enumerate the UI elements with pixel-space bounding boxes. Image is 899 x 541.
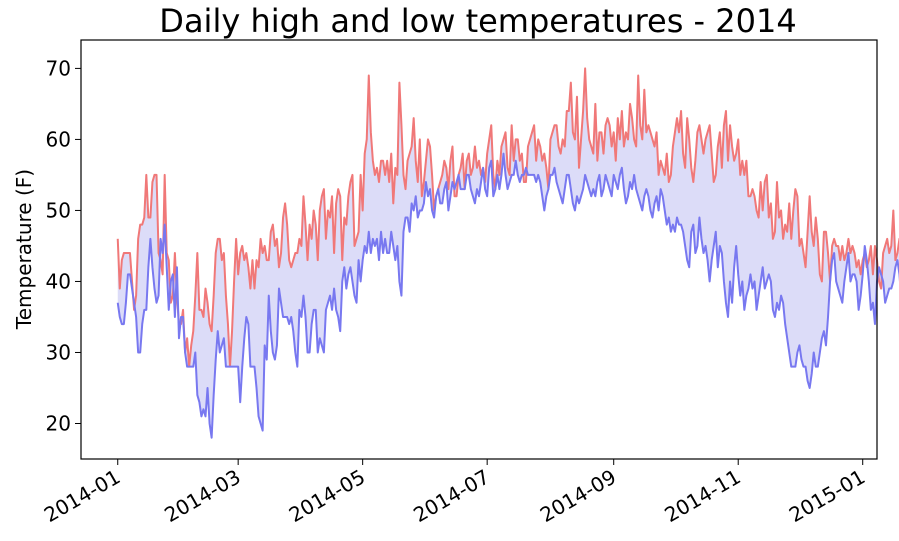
chart-title: Daily high and low temperatures - 2014 (159, 2, 796, 40)
x-tick-label: 2014-09 (536, 465, 620, 528)
y-tick-label: 50 (46, 198, 71, 222)
x-tick-label: 2014-03 (160, 465, 244, 528)
y-tick-label: 70 (46, 56, 71, 80)
series-line-low (116, 152, 899, 439)
plot-frame (80, 39, 878, 460)
x-tick-label: 2015-01 (785, 465, 869, 528)
x-tick-label: 2014-11 (660, 465, 744, 528)
series-line-high (116, 67, 899, 368)
x-tick-label: 2014-05 (285, 465, 369, 528)
y-axis-label: Temperature (F) (12, 169, 36, 330)
x-tick-label: 2014-07 (409, 465, 493, 528)
fill-between-area (117, 68, 899, 438)
x-tick-label: 2014-01 (40, 465, 124, 528)
y-tick-label: 30 (46, 340, 71, 364)
y-tick-label: 40 (46, 269, 71, 293)
y-tick-label: 20 (46, 411, 71, 435)
y-tick-label: 60 (46, 127, 71, 151)
plot-area (116, 67, 899, 439)
